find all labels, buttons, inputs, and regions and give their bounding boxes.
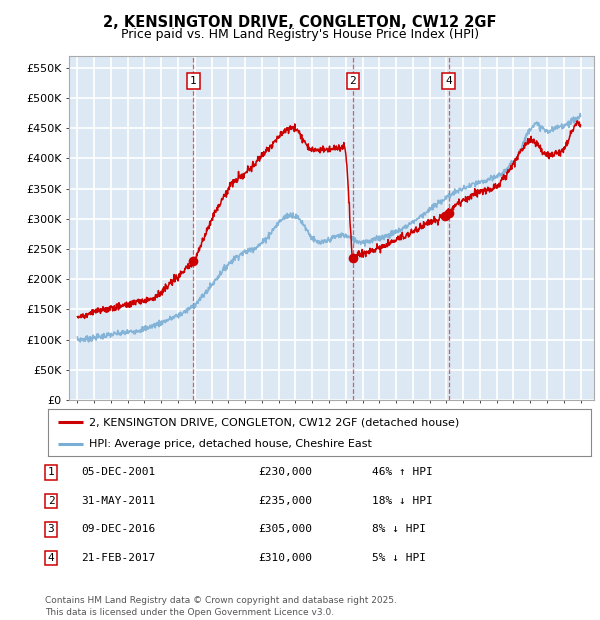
Text: 09-DEC-2016: 09-DEC-2016	[81, 525, 155, 534]
Text: HPI: Average price, detached house, Cheshire East: HPI: Average price, detached house, Ches…	[89, 439, 371, 449]
Text: 46% ↑ HPI: 46% ↑ HPI	[372, 467, 433, 477]
Text: £235,000: £235,000	[258, 496, 312, 506]
Text: 31-MAY-2011: 31-MAY-2011	[81, 496, 155, 506]
Text: 18% ↓ HPI: 18% ↓ HPI	[372, 496, 433, 506]
Text: 2: 2	[349, 76, 356, 86]
Text: 8% ↓ HPI: 8% ↓ HPI	[372, 525, 426, 534]
Text: Price paid vs. HM Land Registry's House Price Index (HPI): Price paid vs. HM Land Registry's House …	[121, 28, 479, 40]
Text: £310,000: £310,000	[258, 553, 312, 563]
Text: 21-FEB-2017: 21-FEB-2017	[81, 553, 155, 563]
Text: 1: 1	[47, 467, 55, 477]
Text: 4: 4	[47, 553, 55, 563]
Text: 5% ↓ HPI: 5% ↓ HPI	[372, 553, 426, 563]
Text: 2: 2	[47, 496, 55, 506]
Text: 4: 4	[445, 76, 452, 86]
Text: 05-DEC-2001: 05-DEC-2001	[81, 467, 155, 477]
Text: 3: 3	[47, 525, 55, 534]
Text: £305,000: £305,000	[258, 525, 312, 534]
Text: £230,000: £230,000	[258, 467, 312, 477]
Text: 2, KENSINGTON DRIVE, CONGLETON, CW12 2GF: 2, KENSINGTON DRIVE, CONGLETON, CW12 2GF	[103, 16, 497, 30]
Text: Contains HM Land Registry data © Crown copyright and database right 2025.
This d: Contains HM Land Registry data © Crown c…	[45, 596, 397, 617]
Text: 1: 1	[190, 76, 197, 86]
Text: 2, KENSINGTON DRIVE, CONGLETON, CW12 2GF (detached house): 2, KENSINGTON DRIVE, CONGLETON, CW12 2GF…	[89, 417, 459, 427]
